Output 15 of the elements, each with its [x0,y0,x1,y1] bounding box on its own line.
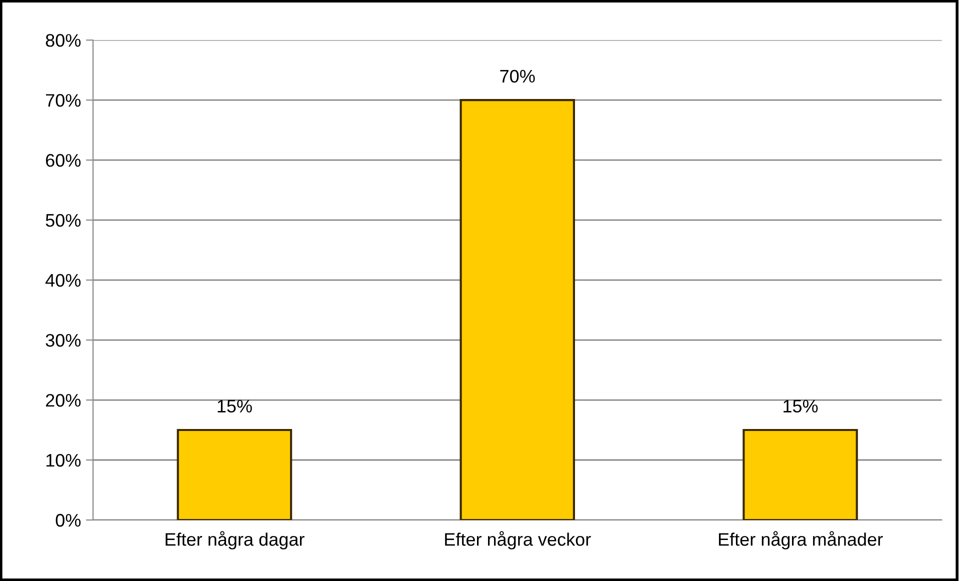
y-tick-label: 50% [46,214,81,227]
y-tick-label: 40% [45,274,81,287]
x-tick-label: Efter några månader [718,531,883,550]
y-tick-label: 80% [46,34,81,47]
y-tick-label: 70% [46,94,81,107]
data-label: 15% [218,400,252,413]
y-tick-label: 0% [56,514,81,527]
data-label: 70% [500,70,535,83]
x-tick-label: Efter några veckor [445,531,591,550]
y-tick-label: 20% [46,394,81,407]
x-tick-label: Efter några dagar [166,531,304,550]
y-tick-label: 10% [46,454,81,467]
data-label: 15% [784,400,818,413]
y-tick-label: 30% [46,334,81,347]
y-tick-label: 60% [46,154,81,167]
